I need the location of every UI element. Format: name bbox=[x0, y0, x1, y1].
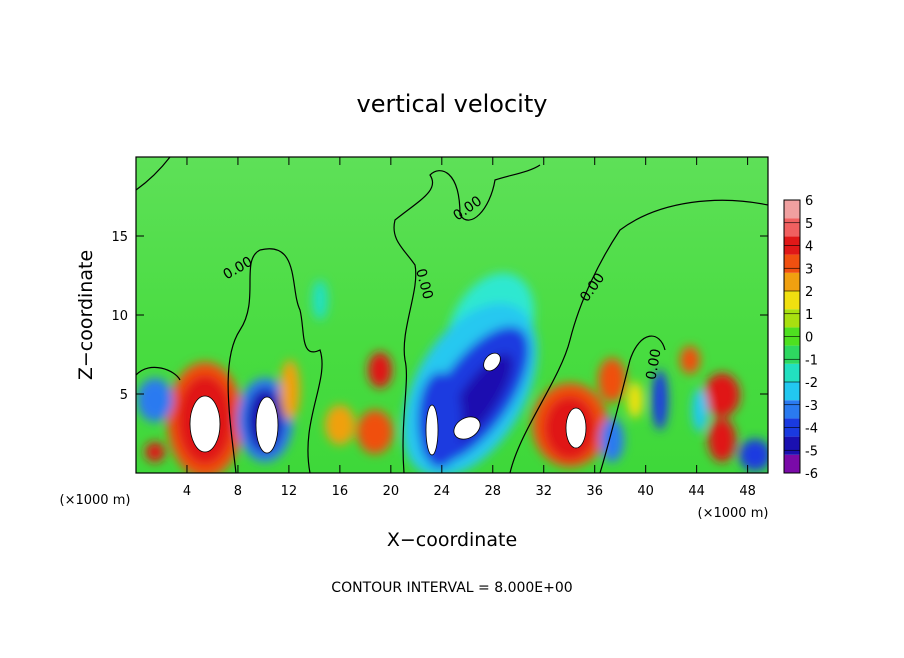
y-tick-label: 10 bbox=[111, 309, 128, 324]
x-tick-label: 36 bbox=[586, 484, 603, 499]
colorbar-tick-label: 0 bbox=[805, 331, 813, 346]
x-tick-label: 4 bbox=[183, 484, 191, 499]
colorbar-swatch bbox=[784, 363, 800, 382]
colorbar-swatch bbox=[784, 218, 800, 237]
colorbar-swatch bbox=[784, 436, 800, 455]
colorbar-swatch bbox=[784, 254, 800, 273]
colorbar-tick-label: -4 bbox=[805, 422, 818, 437]
colorbar-tick-label: 6 bbox=[805, 194, 813, 209]
colorbar-swatch bbox=[784, 272, 800, 291]
contour-label: 0.00 bbox=[643, 348, 664, 381]
x-axis-label: X−coordinate bbox=[387, 529, 517, 551]
colorbar-swatch bbox=[784, 454, 800, 473]
x-tick-label: 28 bbox=[485, 484, 502, 499]
colorbar-tick-label: -5 bbox=[805, 444, 818, 459]
x-tick-label: 32 bbox=[535, 484, 552, 499]
colorbar-tick-label: -6 bbox=[805, 467, 818, 482]
colorbar-tick-label: 1 bbox=[805, 308, 813, 323]
y-tick-label: 15 bbox=[111, 230, 128, 245]
x-tick-label: 40 bbox=[637, 484, 654, 499]
colorbar-swatch bbox=[784, 400, 800, 419]
x-tick-label: 12 bbox=[281, 484, 298, 499]
colorbar-swatch bbox=[784, 382, 800, 401]
colorbar-swatch bbox=[784, 291, 800, 310]
colorbar-swatch bbox=[784, 200, 800, 219]
x-tick-label: 8 bbox=[234, 484, 242, 499]
colorbar-swatch bbox=[784, 309, 800, 328]
colorbar-tick-label: 3 bbox=[805, 262, 813, 277]
x-tick-label: 44 bbox=[688, 484, 705, 499]
x-tick-label: 20 bbox=[383, 484, 400, 499]
colorbar-tick-label: -1 bbox=[805, 353, 818, 368]
y-axis-label: Z−coordinate bbox=[75, 250, 97, 380]
x-tick-label: 48 bbox=[739, 484, 756, 499]
field-peaks bbox=[189, 352, 587, 456]
field bbox=[136, 157, 768, 473]
colorbar-tick-label: 2 bbox=[805, 285, 813, 300]
chart-title: vertical velocity bbox=[357, 90, 548, 118]
colorbar-tick-label: -2 bbox=[805, 376, 818, 391]
x-unit-label: (×1000 m) bbox=[60, 493, 131, 508]
y-tick-label: 5 bbox=[120, 388, 128, 403]
x-tick-label: 16 bbox=[332, 484, 349, 499]
colorbar-tick-label: 4 bbox=[805, 240, 813, 255]
x-tick-label: 24 bbox=[434, 484, 451, 499]
contour-lines bbox=[136, 157, 768, 473]
x-unit-label: (×1000 m) bbox=[698, 506, 769, 521]
colorbar-tick-label: -3 bbox=[805, 399, 818, 414]
contour-label: 0.00 bbox=[412, 267, 436, 301]
colorbar-tick-label: 5 bbox=[805, 217, 813, 232]
footer: CONTOUR INTERVAL = 8.000E+00 bbox=[331, 580, 572, 596]
colorbar-swatch bbox=[784, 345, 800, 364]
